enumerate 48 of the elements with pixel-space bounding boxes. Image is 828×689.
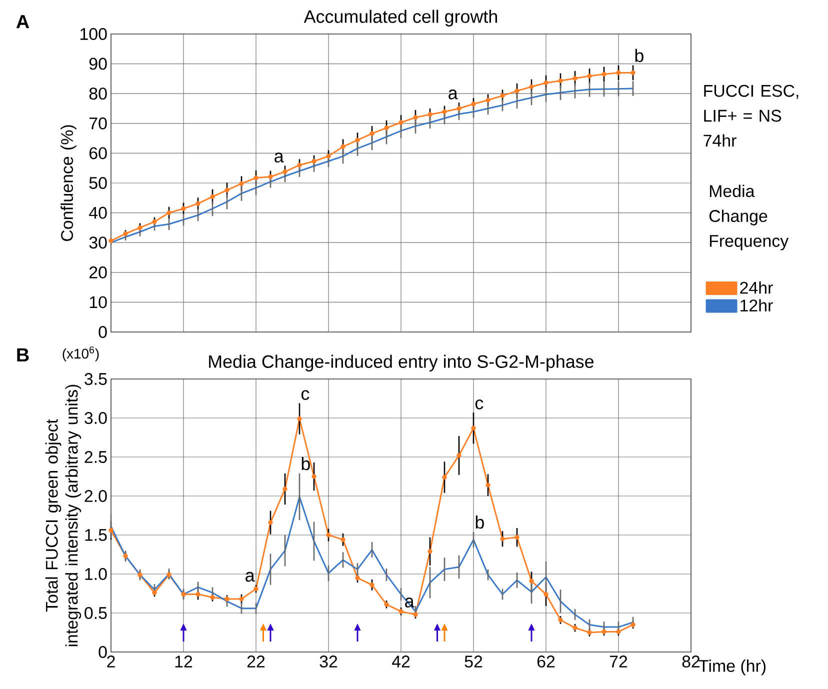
y-tick-label: 40 [89,206,107,219]
y-tick-label: 2.5 [84,451,107,464]
x-tick-label: 62 [537,656,555,668]
y-tick-label: 100 [80,28,107,40]
y-tick-label: 20 [90,266,107,278]
y-tick-label: 0.5 [84,607,107,619]
y-tick-label: 3.5 [84,373,107,386]
chart-title: Accumulated cell growth [304,10,497,26]
legend-label: 24hr [740,281,773,294]
legend-label: 12hr [740,299,773,312]
x-tick-label: 42 [392,656,410,668]
text: FUCCI ESC, LIF+ = NS 74hr [704,84,798,146]
x-tick-label: 72 [610,656,628,668]
annotation: c [475,400,484,410]
y-tick-label: 0 [98,646,107,658]
x-tick-label: 82 [682,656,700,668]
y-tick-label: 30 [89,236,107,249]
annotation: b [635,48,644,62]
y-tick-label: 60 [90,147,107,160]
annotation: a [246,572,255,582]
y-tick-label: 10 [90,296,107,308]
x-axis-title: Time (hr) [698,660,766,676]
text: A [16,15,30,28]
x-tick-label: 2 [107,656,115,668]
y-tick-label: 80 [89,88,107,100]
y-tick-label: 3.0 [84,412,107,424]
annotation: a [448,90,458,100]
x-tick-label: 32 [320,656,338,668]
x-tick-label: 22 [247,656,265,668]
legend-title: Media Change Frequency [709,184,789,250]
chart-title: Media Change-induced entry into S-G2-M-phase [209,354,594,372]
x-tick-label: 52 [464,656,482,668]
y-tick-label: 1.5 [85,529,107,541]
annotation: c [301,390,310,400]
annotation: a [274,152,284,163]
y-axis-title: Confluence (%) [60,125,76,241]
y-tick-label: 50 [89,176,107,189]
text: B [17,348,29,362]
y-tick-label: 0 [98,326,107,338]
annotation: b [302,457,310,470]
annotation: b [476,516,484,529]
y-tick-label: 90 [89,58,107,70]
x-tick-label: 12 [175,656,192,668]
y-tick-label: 2.0 [84,490,107,502]
y-axis-title: Total FUCCI green object integrated intensity (arbitrary units) [45,384,82,646]
y-tick-label: 70 [90,117,107,130]
text: (x10$^{6}$) [62,346,99,362]
y-tick-label: 1.0 [85,568,107,580]
